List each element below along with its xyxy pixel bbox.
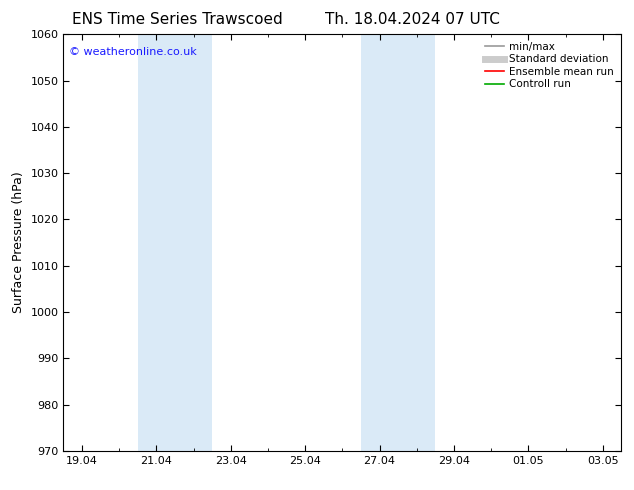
Text: Th. 18.04.2024 07 UTC: Th. 18.04.2024 07 UTC bbox=[325, 12, 500, 27]
Text: ENS Time Series Trawscoed: ENS Time Series Trawscoed bbox=[72, 12, 283, 27]
Bar bbox=[398, 34, 436, 451]
Bar bbox=[175, 34, 212, 451]
Y-axis label: Surface Pressure (hPa): Surface Pressure (hPa) bbox=[12, 172, 25, 314]
Legend: min/max, Standard deviation, Ensemble mean run, Controll run: min/max, Standard deviation, Ensemble me… bbox=[483, 40, 616, 92]
Bar bbox=[361, 34, 398, 451]
Text: © weatheronline.co.uk: © weatheronline.co.uk bbox=[69, 47, 197, 57]
Bar bbox=[138, 34, 175, 451]
